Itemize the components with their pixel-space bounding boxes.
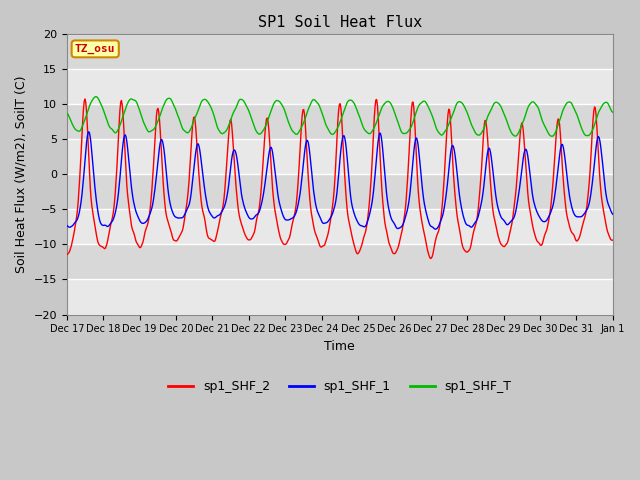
sp1_SHF_T <box>185 129 193 134</box>
sp1_SHF_2 <box>130 229 138 235</box>
X-axis label: Time: Time <box>324 340 355 353</box>
Bar <box>67 139 613 174</box>
sp1_SHF_2 <box>73 214 81 219</box>
Bar <box>67 209 613 244</box>
Bar <box>67 34 613 69</box>
sp1_SHF_T <box>609 109 617 115</box>
Line: sp1_SHF_2: sp1_SHF_2 <box>67 99 613 258</box>
sp1_SHF_1 <box>185 202 193 208</box>
Bar <box>67 244 613 279</box>
sp1_SHF_1 <box>63 223 70 228</box>
Legend: sp1_SHF_2, sp1_SHF_1, sp1_SHF_T: sp1_SHF_2, sp1_SHF_1, sp1_SHF_T <box>163 375 516 398</box>
sp1_SHF_2 <box>423 244 431 250</box>
sp1_SHF_1 <box>423 212 431 217</box>
sp1_SHF_1 <box>214 213 221 218</box>
Bar <box>67 104 613 139</box>
Bar <box>67 174 613 209</box>
sp1_SHF_1 <box>609 211 617 217</box>
Text: TZ_osu: TZ_osu <box>75 44 115 54</box>
sp1_SHF_1 <box>73 217 81 223</box>
Bar <box>67 69 613 104</box>
Y-axis label: Soil Heat Flux (W/m2), SoilT (C): Soil Heat Flux (W/m2), SoilT (C) <box>15 75 28 273</box>
sp1_SHF_1 <box>130 199 138 205</box>
Line: sp1_SHF_T: sp1_SHF_T <box>67 96 613 136</box>
sp1_SHF_2 <box>63 252 70 258</box>
sp1_SHF_2 <box>185 178 193 183</box>
sp1_SHF_2 <box>609 237 617 243</box>
sp1_SHF_T <box>214 126 221 132</box>
sp1_SHF_T <box>548 133 556 139</box>
sp1_SHF_1 <box>431 226 439 232</box>
sp1_SHF_2 <box>81 96 89 102</box>
sp1_SHF_T <box>73 128 81 133</box>
Title: SP1 Soil Heat Flux: SP1 Soil Heat Flux <box>258 15 422 30</box>
sp1_SHF_T <box>423 101 431 107</box>
sp1_SHF_2 <box>214 227 221 232</box>
sp1_SHF_T <box>130 97 138 103</box>
sp1_SHF_T <box>92 94 99 99</box>
sp1_SHF_2 <box>427 255 435 261</box>
Bar <box>67 279 613 314</box>
sp1_SHF_T <box>63 110 70 116</box>
sp1_SHF_2 <box>407 117 415 123</box>
sp1_SHF_T <box>407 125 415 131</box>
Line: sp1_SHF_1: sp1_SHF_1 <box>67 132 613 229</box>
sp1_SHF_1 <box>85 129 93 134</box>
sp1_SHF_1 <box>407 182 415 188</box>
